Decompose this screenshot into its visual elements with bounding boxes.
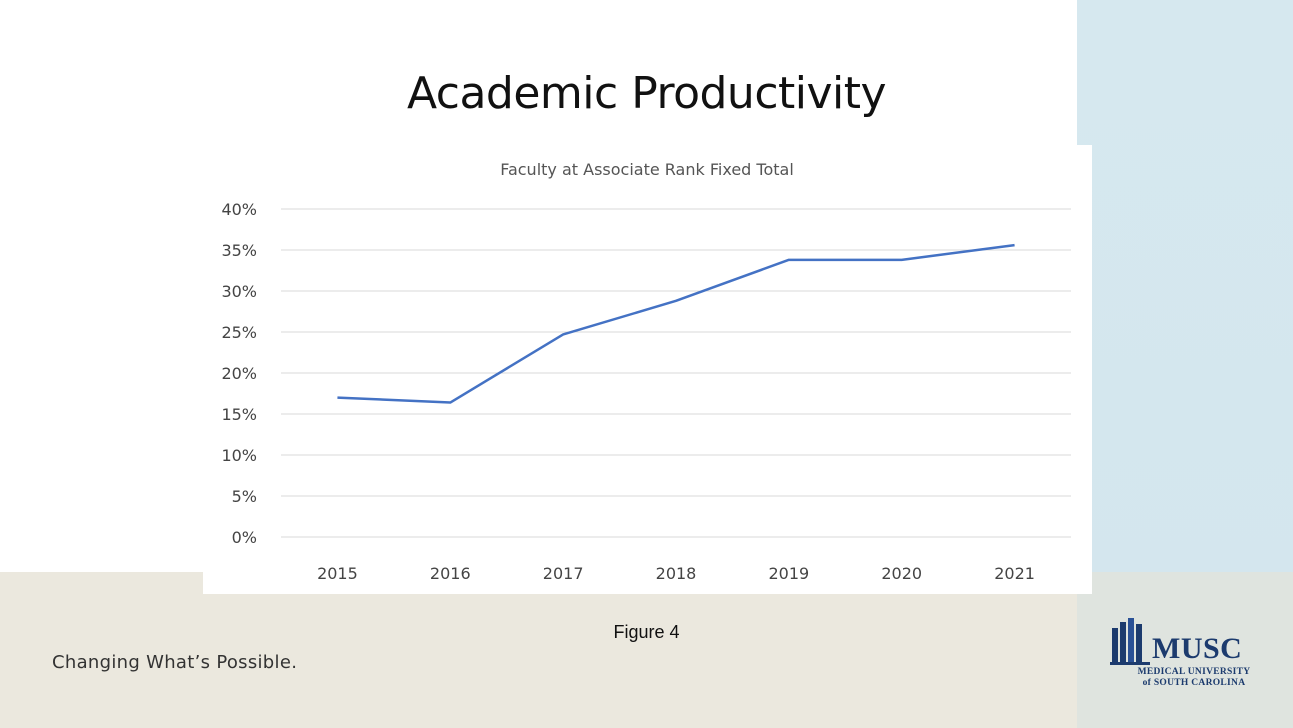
musc-logo: MUSC MEDICAL UNIVERSITY of SOUTH CAROLIN… xyxy=(1110,612,1280,702)
chart-panel: Faculty at Associate Rank Fixed Total 0%… xyxy=(203,145,1092,594)
gridlines xyxy=(281,208,1071,538)
y-tick-label: 20% xyxy=(221,364,257,383)
chart-title: Faculty at Associate Rank Fixed Total xyxy=(500,160,794,179)
figure-caption: Figure 4 xyxy=(613,622,680,642)
y-tick-label: 30% xyxy=(221,282,257,301)
y-axis-ticks: 0% 5% 10% 15% 20% 25% 30% 35% 40% xyxy=(221,200,257,547)
y-tick-label: 40% xyxy=(221,200,257,219)
series-layer xyxy=(337,243,1015,404)
x-tick-label: 2015 xyxy=(317,564,358,583)
x-tick-label: 2021 xyxy=(994,564,1035,583)
x-tick-label: 2017 xyxy=(543,564,584,583)
top-strip xyxy=(0,0,1293,6)
y-tick-label: 15% xyxy=(221,405,257,424)
y-tick-label: 0% xyxy=(232,528,257,547)
logo-subtitle-line2: of SOUTH CAROLINA xyxy=(1142,678,1246,688)
x-tick-label: 2016 xyxy=(430,564,471,583)
x-tick-label: 2018 xyxy=(656,564,697,583)
y-tick-label: 35% xyxy=(221,241,257,260)
slide-title: Academic Productivity xyxy=(406,68,887,119)
series-line xyxy=(337,243,1015,404)
y-tick-label: 10% xyxy=(221,446,257,465)
logo-subtitle-line1: MEDICAL UNIVERSITY xyxy=(1137,667,1251,677)
building-icon xyxy=(1110,618,1150,665)
x-axis-ticks: 2015 2016 2017 2018 2019 2020 2021 xyxy=(317,564,1035,583)
tagline: Changing What’s Possible. xyxy=(52,652,298,673)
line-chart: Faculty at Associate Rank Fixed Total 0%… xyxy=(221,160,1071,583)
x-tick-label: 2020 xyxy=(881,564,922,583)
logo-name: MUSC xyxy=(1152,632,1243,665)
x-tick-label: 2019 xyxy=(768,564,809,583)
y-tick-label: 25% xyxy=(221,323,257,342)
y-tick-label: 5% xyxy=(232,487,257,506)
